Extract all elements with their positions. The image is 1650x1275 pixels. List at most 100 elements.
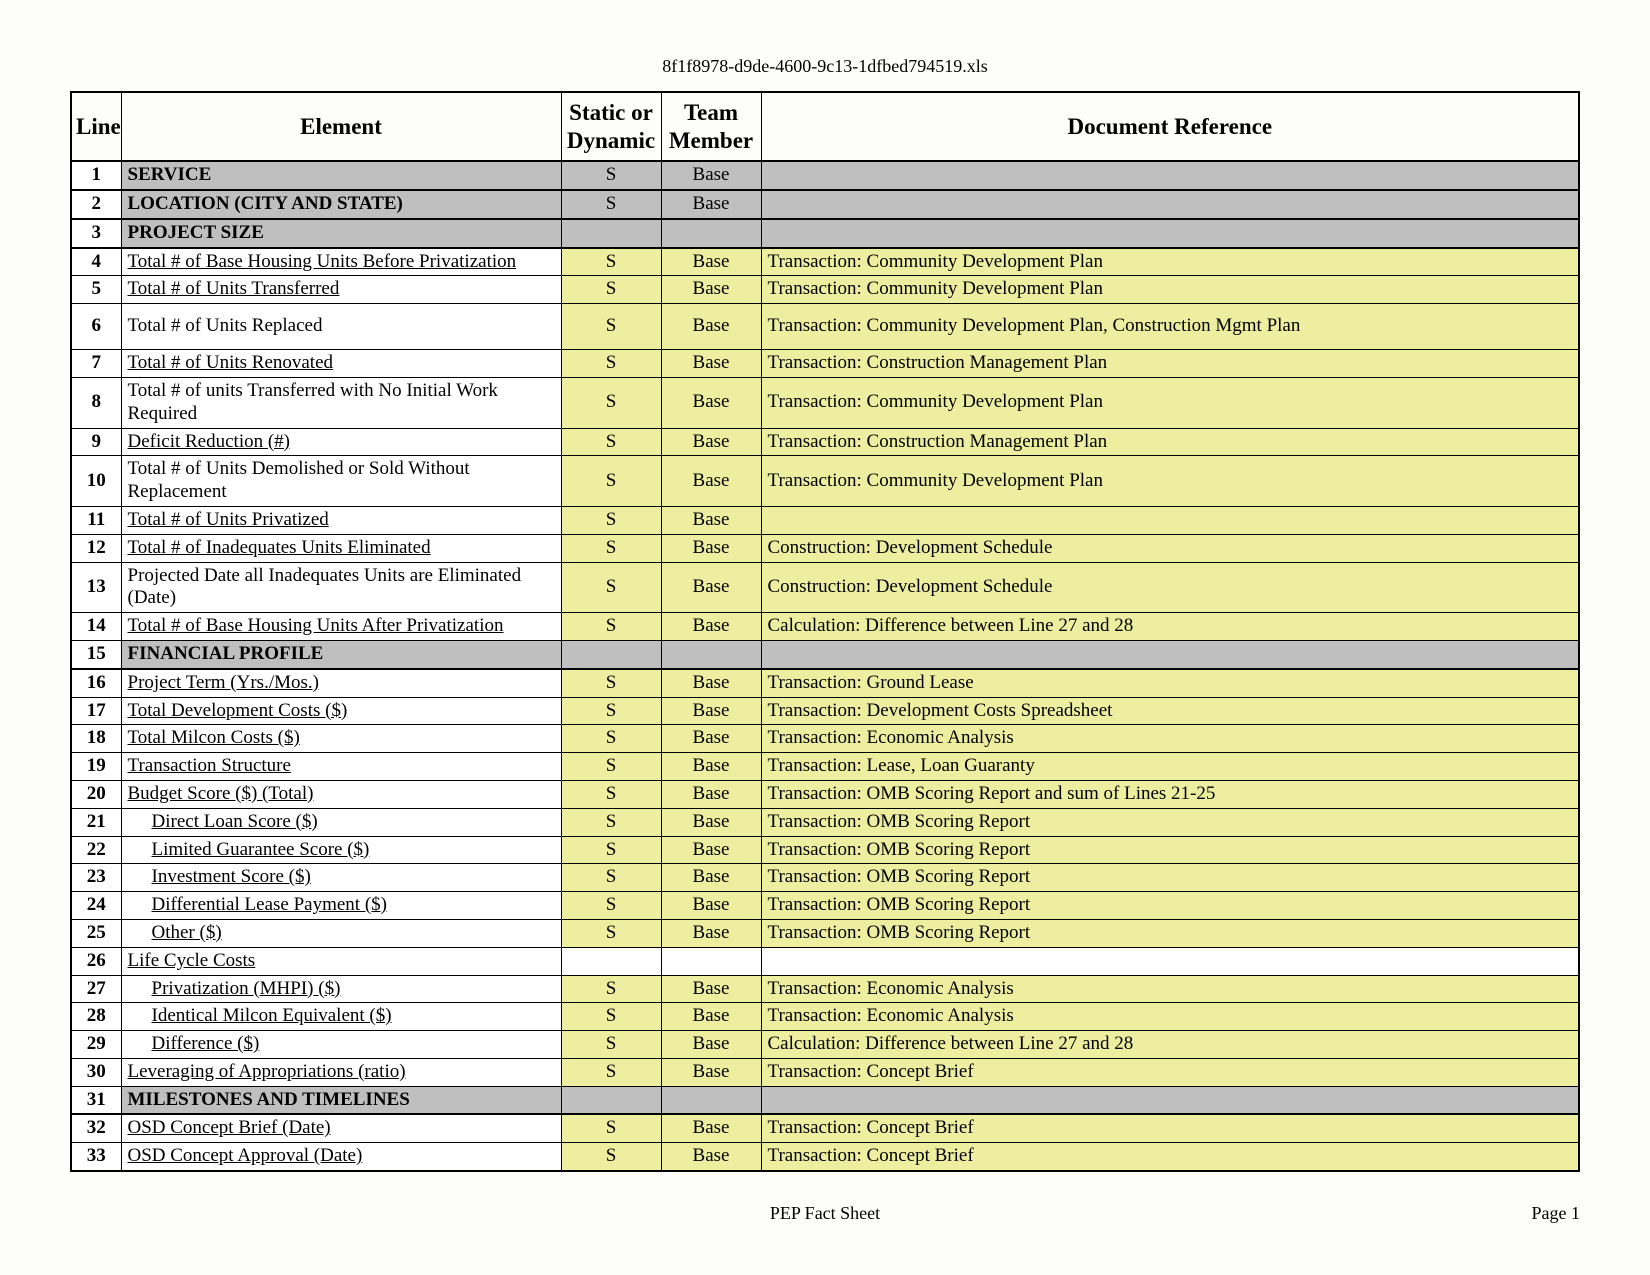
cell-document-reference [761,190,1579,219]
cell-element: Project Term (Yrs./Mos.) [121,669,561,697]
col-element: Element [121,92,561,161]
cell-element: Total # of Inadequates Units Eliminated [121,534,561,562]
cell-line: 7 [71,350,121,378]
cell-line: 17 [71,697,121,725]
cell-element: Total # of Units Demolished or Sold With… [121,456,561,507]
cell-team-member: Base [661,562,761,613]
cell-element: Total # of Base Housing Units Before Pri… [121,248,561,276]
table-row: 19Transaction StructureSBaseTransaction:… [71,753,1579,781]
cell-line: 5 [71,276,121,304]
cell-element: Deficit Reduction (#) [121,428,561,456]
table-row: 8Total # of units Transferred with No In… [71,377,1579,428]
cell-team-member: Base [661,506,761,534]
cell-line: 13 [71,562,121,613]
cell-line: 19 [71,753,121,781]
cell-element: MILESTONES AND TIMELINES [121,1086,561,1114]
cell-document-reference [761,1086,1579,1114]
cell-team-member: Base [661,780,761,808]
table-row: 13Projected Date all Inadequates Units a… [71,562,1579,613]
cell-line: 22 [71,836,121,864]
cell-team-member: Base [661,276,761,304]
cell-team-member: Base [661,975,761,1003]
cell-static-dynamic: S [561,1143,661,1171]
cell-line: 14 [71,613,121,641]
cell-team-member: Base [661,1143,761,1171]
cell-team-member [661,947,761,975]
col-static-dynamic: Static or Dynamic [561,92,661,161]
cell-static-dynamic: S [561,697,661,725]
cell-team-member: Base [661,350,761,378]
table-row: 18Total Milcon Costs ($)SBaseTransaction… [71,725,1579,753]
table-row: 23Investment Score ($)SBaseTransaction: … [71,864,1579,892]
cell-team-member [661,1086,761,1114]
cell-team-member: Base [661,836,761,864]
cell-element: Leveraging of Appropriations (ratio) [121,1058,561,1086]
cell-document-reference: Transaction: OMB Scoring Report [761,892,1579,920]
table-row: 2LOCATION (CITY AND STATE)SBase [71,190,1579,219]
cell-line: 16 [71,669,121,697]
table-row: 20Budget Score ($) (Total)SBaseTransacti… [71,780,1579,808]
cell-document-reference [761,947,1579,975]
cell-element: OSD Concept Approval (Date) [121,1143,561,1171]
table-row: 33OSD Concept Approval (Date)SBaseTransa… [71,1143,1579,1171]
cell-document-reference: Transaction: OMB Scoring Report [761,864,1579,892]
cell-line: 2 [71,190,121,219]
table-row: 16Project Term (Yrs./Mos.)SBaseTransacti… [71,669,1579,697]
table-row: 22Limited Guarantee Score ($)SBaseTransa… [71,836,1579,864]
cell-static-dynamic [561,640,661,668]
cell-document-reference: Transaction: Ground Lease [761,669,1579,697]
cell-line: 27 [71,975,121,1003]
cell-static-dynamic: S [561,613,661,641]
cell-static-dynamic: S [561,534,661,562]
table-row: 25Other ($)SBaseTransaction: OMB Scoring… [71,919,1579,947]
table-row: 6Total # of Units ReplacedSBaseTransacti… [71,304,1579,350]
cell-document-reference: Calculation: Difference between Line 27 … [761,1031,1579,1059]
cell-line: 21 [71,808,121,836]
cell-line: 32 [71,1114,121,1142]
cell-team-member: Base [661,669,761,697]
table-row: 31MILESTONES AND TIMELINES [71,1086,1579,1114]
cell-line: 26 [71,947,121,975]
cell-element: PROJECT SIZE [121,219,561,248]
cell-static-dynamic [561,1086,661,1114]
cell-element: Transaction Structure [121,753,561,781]
table-row: 32OSD Concept Brief (Date)SBaseTransacti… [71,1114,1579,1142]
cell-static-dynamic: S [561,725,661,753]
cell-document-reference: Transaction: OMB Scoring Report [761,836,1579,864]
table-row: 11Total # of Units PrivatizedSBase [71,506,1579,534]
cell-team-member: Base [661,1058,761,1086]
cell-static-dynamic: S [561,808,661,836]
cell-team-member: Base [661,1003,761,1031]
cell-document-reference: Transaction: Community Development Plan [761,276,1579,304]
cell-team-member: Base [661,697,761,725]
cell-line: 24 [71,892,121,920]
cell-element: Difference ($) [121,1031,561,1059]
cell-element: Total Milcon Costs ($) [121,725,561,753]
cell-static-dynamic [561,947,661,975]
cell-document-reference: Transaction: OMB Scoring Report and sum … [761,780,1579,808]
filename-label: 8f1f8978-d9de-4600-9c13-1dfbed794519.xls [70,56,1580,77]
table-row: 14Total # of Base Housing Units After Pr… [71,613,1579,641]
cell-static-dynamic: S [561,1114,661,1142]
cell-document-reference: Transaction: Community Development Plan [761,377,1579,428]
cell-document-reference: Transaction: Development Costs Spreadshe… [761,697,1579,725]
cell-element: Total # of Units Renovated [121,350,561,378]
cell-line: 20 [71,780,121,808]
table-row: 17Total Development Costs ($)SBaseTransa… [71,697,1579,725]
cell-element: Identical Milcon Equivalent ($) [121,1003,561,1031]
cell-team-member: Base [661,613,761,641]
cell-document-reference: Transaction: Concept Brief [761,1114,1579,1142]
cell-line: 9 [71,428,121,456]
cell-team-member: Base [661,1031,761,1059]
table-row: 3PROJECT SIZE [71,219,1579,248]
cell-document-reference: Transaction: Construction Management Pla… [761,428,1579,456]
cell-team-member: Base [661,428,761,456]
table-row: 30Leveraging of Appropriations (ratio)SB… [71,1058,1579,1086]
cell-document-reference: Transaction: Community Development Plan [761,248,1579,276]
cell-line: 28 [71,1003,121,1031]
cell-line: 25 [71,919,121,947]
cell-static-dynamic [561,219,661,248]
cell-element: Investment Score ($) [121,864,561,892]
cell-element: OSD Concept Brief (Date) [121,1114,561,1142]
cell-line: 6 [71,304,121,350]
